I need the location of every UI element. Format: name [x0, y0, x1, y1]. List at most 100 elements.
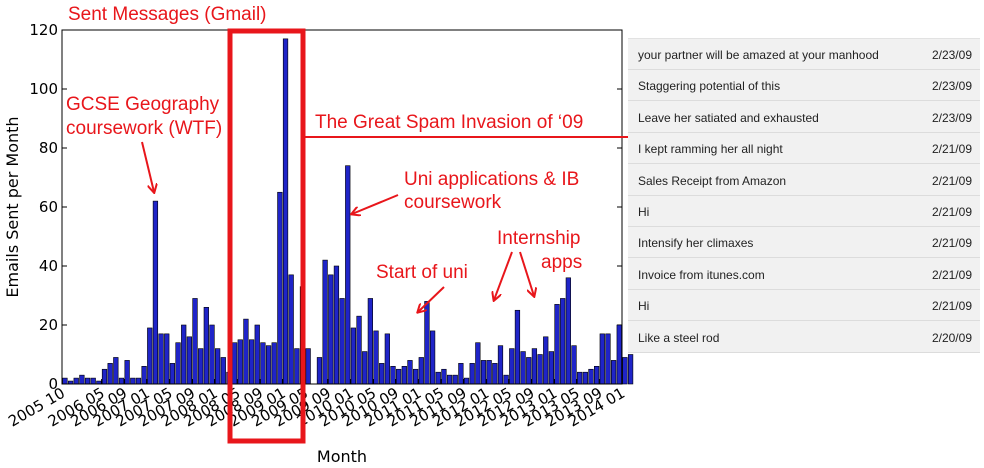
annotation-internship-line2: apps: [541, 252, 582, 273]
bar: [571, 345, 577, 385]
bar: [475, 342, 481, 385]
bar: [215, 348, 221, 385]
spam-highlight-box: [227, 28, 306, 444]
email-date: 2/21/09: [931, 236, 972, 251]
email-row[interactable]: Leave her satiated and exhausted 2/23/09: [628, 102, 980, 133]
bar: [107, 363, 113, 385]
bar: [594, 365, 600, 385]
x-axis-title: Month: [317, 447, 367, 466]
bar: [429, 330, 436, 385]
bar: [220, 357, 226, 385]
bar: [503, 374, 509, 385]
bar: [198, 348, 204, 385]
bar: [260, 342, 266, 385]
y-tick-label: 100: [29, 80, 58, 98]
bar: [390, 365, 396, 385]
annotation-internship-line1: Internship: [497, 228, 580, 249]
bar: [203, 306, 209, 385]
bar: [209, 324, 215, 385]
y-tick-label: 20: [39, 316, 58, 334]
bar: [627, 354, 634, 385]
email-row[interactable]: Like a steel rod 2/20/09: [628, 322, 980, 353]
y-axis-title: Emails Sent per Month: [3, 116, 22, 297]
annotation-uni-apps-line2: coursework: [404, 192, 502, 213]
email-row[interactable]: your partner will be amazed at your manh…: [628, 39, 980, 70]
email-date: 2/21/09: [931, 205, 972, 219]
bar: [441, 368, 447, 385]
bar: [396, 368, 402, 385]
bar: [90, 377, 96, 385]
email-row[interactable]: I kept ramming her all night 2/21/09: [628, 133, 980, 165]
bar: [135, 377, 142, 385]
annotation-gcse-line2: coursework (WTF): [66, 118, 222, 139]
y-tick-label: 80: [39, 139, 58, 157]
bar: [277, 191, 283, 385]
bar: [446, 374, 453, 385]
bar: [164, 333, 170, 385]
bar: [118, 377, 125, 385]
bar: [232, 342, 238, 385]
bar: [622, 357, 628, 385]
bar: [537, 354, 543, 385]
plot-frame: [61, 29, 623, 385]
bar: [243, 318, 249, 385]
email-date: 2/20/09: [931, 330, 972, 345]
bar: [362, 351, 368, 385]
bar: [254, 324, 260, 385]
email-row[interactable]: Sales Receipt from Amazon 2/21/09: [628, 165, 980, 196]
bar: [113, 357, 119, 385]
annotation-gcse-line1: GCSE Geography: [66, 94, 220, 115]
annotation-spam: The Great Spam Invasion of ‘09: [315, 112, 583, 133]
bar: [577, 371, 583, 385]
bar: [350, 327, 357, 385]
bar: [141, 365, 147, 385]
bar: [322, 259, 328, 385]
bar: [288, 274, 294, 385]
bar: [458, 363, 464, 385]
y-tick-label: 40: [39, 257, 58, 275]
bar: [186, 336, 192, 385]
email-date: 2/21/09: [931, 173, 972, 188]
bar: [339, 298, 345, 385]
email-subject: Staggering potential of this: [638, 79, 781, 94]
email-date: 2/23/09: [931, 79, 972, 94]
bar: [294, 348, 300, 385]
bar: [367, 298, 373, 385]
y-tick-label: 0: [48, 375, 58, 393]
bar: [565, 277, 571, 385]
bar: [413, 368, 419, 385]
bar: [316, 357, 323, 385]
email-subject: Invoice from itunes.com: [638, 267, 765, 282]
bar: [152, 200, 159, 385]
bar: [147, 327, 153, 385]
email-subject: Hi: [638, 299, 650, 314]
bar: [158, 333, 164, 385]
bar: [384, 333, 390, 385]
bar: [73, 377, 79, 385]
bar: [526, 357, 532, 385]
bar: [175, 342, 181, 385]
bar: [588, 368, 594, 385]
bar: [169, 363, 176, 385]
y-tick-label: 120: [29, 21, 58, 39]
bar: [548, 351, 554, 385]
bars: [62, 38, 634, 385]
bar: [554, 304, 560, 385]
email-subject: I kept ramming her all night: [638, 142, 783, 157]
email-date: 2/23/09: [931, 48, 972, 62]
annotation-uni-apps-arrow: [352, 194, 399, 214]
email-row[interactable]: Staggering potential of this 2/23/09: [628, 70, 980, 102]
annotation-uni-apps-line1: Uni applications & IB: [404, 169, 579, 190]
email-row[interactable]: Intensify her climaxes 2/21/09: [628, 227, 980, 259]
email-date: 2/23/09: [931, 110, 972, 125]
email-date: 2/21/09: [931, 299, 972, 314]
email-subject: your partner will be amazed at your manh…: [638, 48, 879, 62]
email-row[interactable]: Invoice from itunes.com 2/21/09: [628, 259, 980, 290]
email-row[interactable]: Hi 2/21/09: [628, 290, 980, 322]
bar: [401, 365, 407, 385]
y-axis-ticks: 0 20 40 60 80 100 120: [29, 21, 622, 393]
bar: [486, 360, 492, 385]
email-subject: Hi: [638, 205, 650, 219]
email-row[interactable]: Hi 2/21/09: [628, 196, 980, 227]
bar: [531, 348, 538, 385]
